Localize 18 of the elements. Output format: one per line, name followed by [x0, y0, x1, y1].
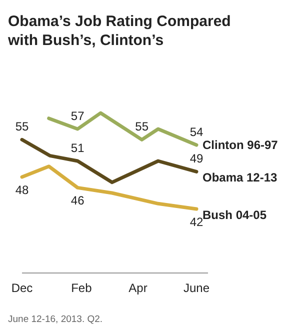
data-label: 57 [70, 109, 85, 123]
data-label: 55 [135, 120, 149, 134]
x-tick-label: Apr [128, 281, 148, 295]
x-tick-label: Feb [71, 281, 92, 295]
series-label: Clinton 96-97 [202, 138, 278, 152]
data-label: 49 [190, 152, 204, 166]
series-label: Obama 12-13 [202, 170, 278, 185]
data-label: 51 [70, 141, 85, 155]
x-tick-label: June [183, 281, 210, 295]
text: June 12-16, 2013. Q2. [8, 314, 103, 325]
data-label: 48 [15, 183, 29, 197]
data-label: 42 [190, 215, 204, 229]
data-label: 55 [15, 120, 29, 134]
data-label: 54 [190, 125, 204, 139]
series-label: Bush 04-05 [202, 208, 267, 222]
data-label: 46 [70, 194, 85, 208]
x-tick-label: Dec [11, 281, 33, 295]
chart-title: Obama’s Job Rating Compared with Bush’s, Clinton’s [7, 13, 231, 49]
